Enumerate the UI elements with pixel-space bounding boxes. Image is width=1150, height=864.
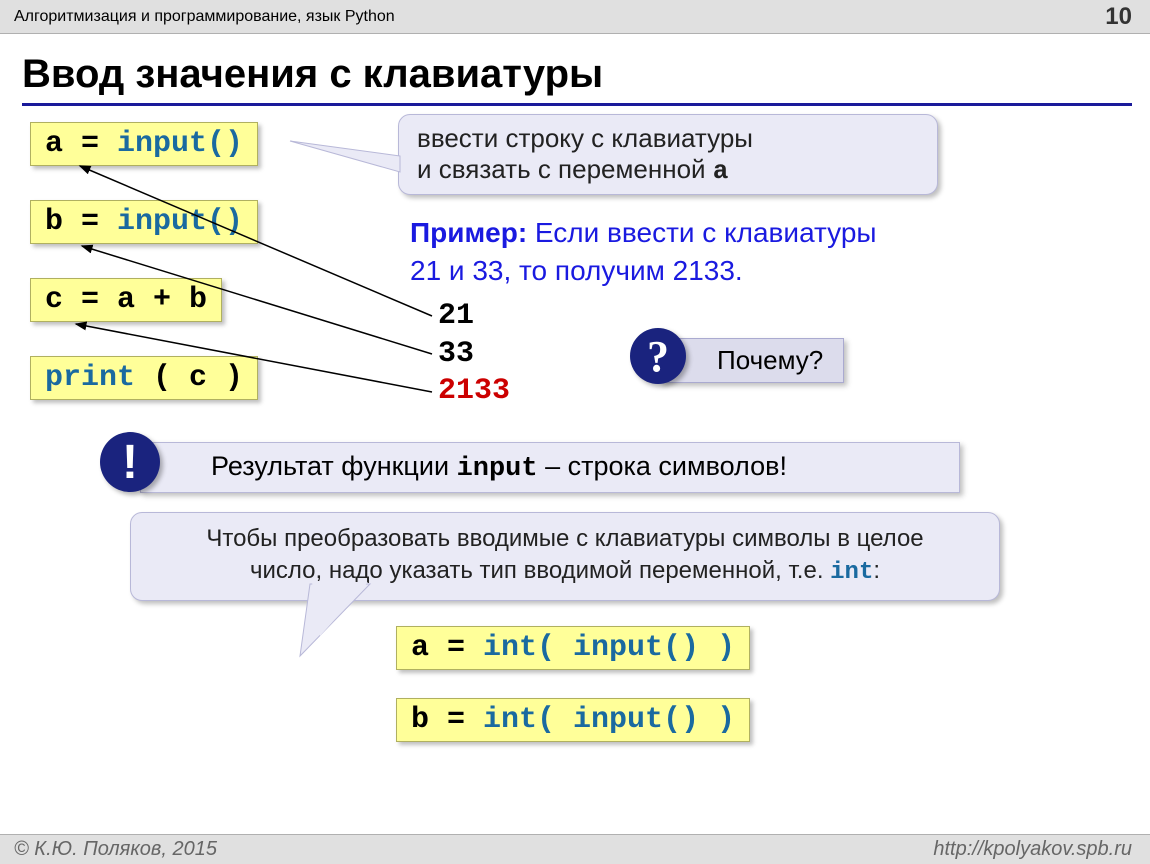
convert-callout: Чтобы преобразовать вводимые с клавиатур… bbox=[130, 512, 1000, 601]
question-icon: ? bbox=[630, 328, 686, 384]
footer-copyright: © К.Ю. Поляков, 2015 bbox=[14, 838, 217, 861]
callout-line1: ввести строку с клавиатуры bbox=[417, 123, 919, 154]
content-area: a = input() b = input() c = a + b print … bbox=[0, 106, 1150, 826]
callout-input-desc: ввести строку с клавиатуры и связать с п… bbox=[398, 114, 938, 195]
header-bar: Алгоритмизация и программирование, язык … bbox=[0, 0, 1150, 34]
info-bar: Результат функции input – строка символо… bbox=[140, 442, 960, 493]
convert-line1: Чтобы преобразовать вводимые с клавиатур… bbox=[153, 523, 977, 555]
footer-bar: © К.Ю. Поляков, 2015 http://kpolyakov.sp… bbox=[0, 834, 1150, 864]
codebox-a-int: a = int( input() ) bbox=[396, 626, 750, 670]
exclamation-icon: ! bbox=[100, 432, 160, 492]
console-output: 21 33 2133 bbox=[438, 298, 510, 411]
codebox-print: print ( c ) bbox=[30, 356, 258, 400]
codebox-b-int: b = int( input() ) bbox=[396, 698, 750, 742]
why-box: Почему? bbox=[660, 338, 844, 383]
example-label: Пример: bbox=[410, 217, 527, 248]
callout-line2: и связать с переменной a bbox=[417, 154, 919, 186]
codebox-c-assign: c = a + b bbox=[30, 278, 222, 322]
page-number: 10 bbox=[1105, 3, 1132, 31]
codebox-a-input: a = input() bbox=[30, 122, 258, 166]
console-result: 2133 bbox=[438, 373, 510, 411]
why-text: Почему? bbox=[717, 345, 823, 375]
page-title: Ввод значения с клавиатуры bbox=[22, 52, 1150, 97]
console-in2: 33 bbox=[438, 336, 510, 374]
console-in1: 21 bbox=[438, 298, 510, 336]
course-title: Алгоритмизация и программирование, язык … bbox=[14, 8, 395, 26]
codebox-b-input: b = input() bbox=[30, 200, 258, 244]
example-text: Пример: Если ввести с клавиатуры 21 и 33… bbox=[410, 214, 1110, 290]
convert-line2: число, надо указать тип вводимой перемен… bbox=[153, 555, 977, 589]
footer-url: http://kpolyakov.spb.ru bbox=[933, 838, 1132, 861]
